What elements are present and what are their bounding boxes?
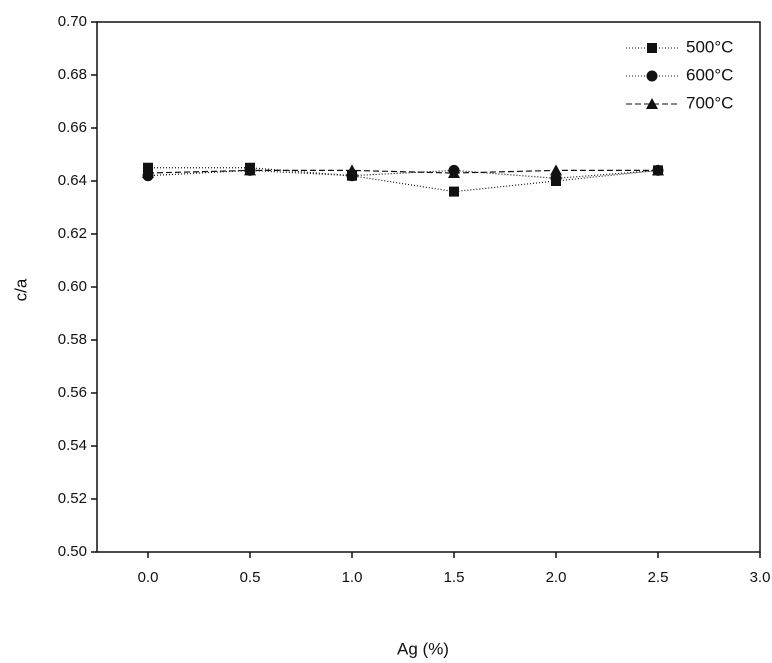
- y-tick-label: 0.56: [58, 384, 87, 401]
- y-tick-label: 0.68: [58, 66, 87, 83]
- x-tick-label: 2.5: [648, 569, 669, 586]
- data-point: [652, 164, 664, 176]
- series-line: [147, 169, 659, 179]
- plot-frame: [96, 21, 761, 553]
- legend-marker: [647, 43, 657, 53]
- legend-marker: [646, 70, 658, 82]
- x-tick-label: 3.0: [750, 569, 771, 586]
- y-tick-label: 0.52: [58, 490, 87, 507]
- y-axis-title: c/a: [11, 278, 30, 301]
- y-tick-label: 0.50: [58, 543, 87, 560]
- x-axis-title: Ag (%): [397, 639, 449, 658]
- y-tick-label: 0.58: [58, 331, 87, 348]
- x-tick-label: 1.5: [444, 569, 465, 586]
- data-point: [142, 167, 154, 179]
- x-tick-label: 1.0: [342, 569, 363, 586]
- data-point: [449, 186, 459, 197]
- y-tick-label: 0.54: [58, 437, 87, 454]
- data-point: [550, 164, 562, 176]
- y-tick-label: 0.60: [58, 278, 87, 295]
- x-tick-label: 0.5: [240, 569, 261, 586]
- series-line: [147, 169, 658, 174]
- y-tick-label: 0.64: [58, 172, 87, 189]
- y-tick-label: 0.66: [58, 119, 87, 136]
- y-tick-label: 0.70: [58, 13, 87, 30]
- series-line: [148, 167, 659, 193]
- data-point: [346, 164, 358, 176]
- y-tick-label: 0.62: [58, 225, 87, 242]
- data-point: [244, 164, 256, 176]
- legend-label: 700°C: [686, 93, 733, 112]
- x-tick-label: 0.0: [138, 569, 159, 586]
- legend-label: 600°C: [686, 65, 733, 84]
- data-point: [550, 172, 562, 184]
- data-point: [448, 167, 460, 179]
- legend-marker: [646, 98, 658, 109]
- x-tick-label: 2.0: [546, 569, 567, 586]
- legend-label: 500°C: [686, 37, 733, 56]
